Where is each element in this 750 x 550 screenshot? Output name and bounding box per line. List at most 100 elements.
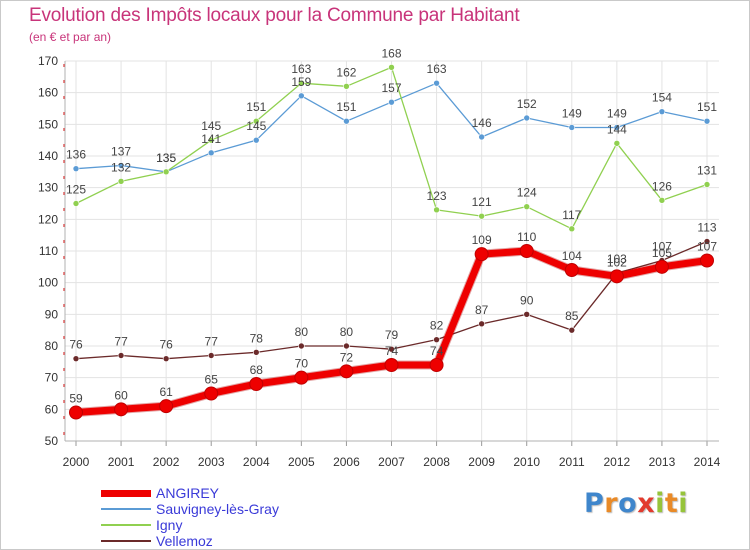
data-point [204, 386, 219, 401]
data-point [388, 98, 395, 106]
data-label: 77 [205, 335, 219, 349]
data-label: 149 [607, 107, 627, 121]
legend-label: Sauvigney-lès-Gray [156, 501, 279, 517]
data-point [613, 124, 621, 131]
data-label: 159 [291, 75, 311, 89]
line-chart: 50 60 70 80 90 100 110 120 130 140 150 160 170 2000 20… [38, 46, 721, 469]
y-tick-label: 160 [38, 86, 58, 100]
data-label: 70 [295, 357, 309, 371]
data-point [162, 168, 170, 176]
y-tick-label: 90 [45, 307, 59, 321]
data-point [433, 206, 440, 214]
y-tick-label: 50 [45, 434, 59, 448]
data-label: 74 [385, 344, 399, 358]
x-tick-label: 2005 [288, 455, 315, 469]
y-tick-label: 170 [38, 54, 58, 68]
data-label: 107 [652, 240, 672, 254]
data-label: 141 [201, 132, 221, 146]
data-label: 162 [336, 65, 356, 79]
data-label: 68 [250, 363, 264, 377]
data-label: 59 [69, 392, 83, 406]
data-label: 163 [427, 62, 447, 76]
data-label: 151 [697, 100, 717, 114]
data-label: 102 [607, 255, 627, 269]
x-tick-label: 2006 [333, 455, 360, 469]
data-point [474, 247, 489, 262]
data-point [159, 399, 174, 414]
y-tick-label: 70 [45, 371, 59, 385]
data-point [523, 311, 531, 318]
legend-swatch [101, 489, 151, 497]
data-point [252, 117, 260, 125]
data-label: 151 [246, 100, 266, 114]
data-label: 85 [565, 309, 579, 323]
data-point [658, 108, 666, 115]
x-tick-label: 2009 [468, 455, 495, 469]
data-label: 74 [430, 344, 444, 358]
data-point [478, 320, 485, 328]
data-point [69, 405, 83, 420]
data-point [343, 83, 350, 90]
data-label: 90 [520, 293, 534, 307]
legend-swatch [101, 540, 151, 542]
chart-title: Evolution des Impôts locaux pour la Comm… [29, 5, 520, 26]
data-label: 157 [381, 81, 401, 95]
data-point [703, 181, 711, 188]
data-point [117, 352, 125, 359]
data-label: 80 [295, 325, 309, 339]
data-label: 60 [114, 388, 128, 402]
data-label: 104 [562, 249, 582, 263]
data-label: 65 [205, 373, 219, 387]
data-label: 121 [472, 195, 492, 209]
y-tick-label: 120 [38, 212, 58, 226]
data-label: 82 [430, 319, 444, 333]
chart-subtitle: (en € et par an) [29, 30, 112, 44]
legend-label: Vellemoz [156, 533, 213, 549]
data-point [207, 149, 215, 157]
data-label: 163 [291, 62, 311, 76]
data-point [298, 342, 305, 350]
logo-letter: o [618, 488, 638, 519]
data-label: 154 [652, 91, 672, 105]
data-label: 145 [246, 119, 266, 133]
data-point [568, 326, 576, 334]
x-tick-label: 2012 [604, 455, 631, 469]
data-point [72, 200, 80, 207]
data-label: 87 [475, 303, 489, 317]
data-label: 137 [111, 145, 131, 159]
data-point [433, 336, 440, 343]
data-point [658, 197, 666, 204]
x-tick-label: 2001 [108, 455, 135, 469]
data-point [72, 355, 80, 362]
data-label: 152 [517, 97, 537, 111]
data-label: 117 [562, 208, 581, 222]
data-label: 132 [111, 160, 131, 174]
x-tick-label: 2010 [513, 455, 540, 469]
data-point [162, 355, 170, 362]
data-point [433, 79, 440, 87]
data-label: 126 [652, 179, 672, 193]
data-point [384, 358, 399, 372]
y-tick-label: 60 [45, 402, 59, 416]
data-label: 61 [159, 385, 173, 399]
data-point [294, 370, 309, 385]
data-point [654, 259, 669, 274]
data-point [114, 402, 129, 417]
data-label: 109 [472, 233, 492, 247]
x-tick-label: 2014 [694, 455, 721, 469]
data-label: 146 [472, 116, 492, 130]
y-tick-label: 150 [38, 117, 58, 131]
data-label: 105 [652, 246, 672, 260]
logo-letter: t [664, 488, 679, 519]
data-point [703, 117, 711, 125]
data-label: 78 [250, 331, 264, 345]
data-point [700, 253, 714, 268]
data-label: 79 [385, 328, 399, 342]
logo-letter: i [678, 488, 689, 519]
x-tick-label: 2011 [559, 455, 585, 469]
data-point [249, 377, 264, 391]
data-label: 72 [340, 350, 354, 364]
data-point [298, 92, 305, 100]
proxiti-logo[interactable]: Proxiti [584, 488, 688, 519]
legend-label: ANGIREY [156, 485, 220, 501]
